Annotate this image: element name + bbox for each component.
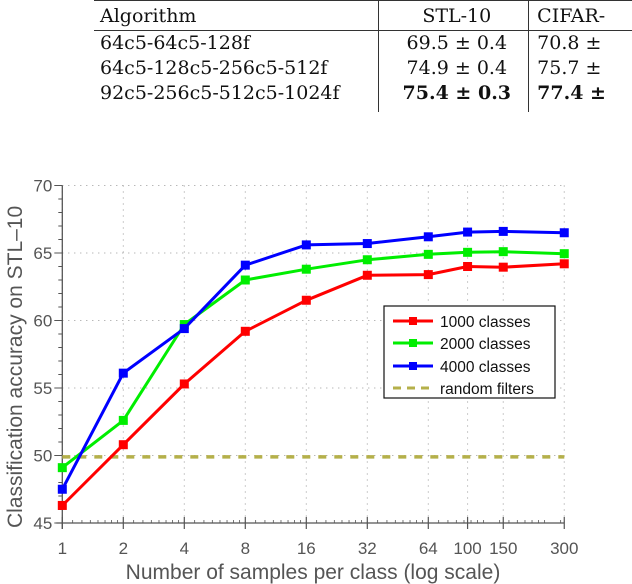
legend-item-2000-classes: 2000 classes: [393, 336, 531, 353]
x-tick-label: 1: [58, 539, 67, 558]
x-tick-label: 4: [180, 539, 189, 558]
y-axis-label: Classification accuracy on STL–10: [4, 206, 27, 528]
chart-legend: 1000 classes 2000 classes 4000 classes r…: [383, 305, 556, 399]
data-point-square-marker-icon: [301, 264, 311, 274]
table-row: 64c5-128c5-256c5-512f 74.9 ± 0.4 75.7 ±: [94, 56, 632, 81]
legend-green-square-marker-icon: [409, 339, 417, 347]
cell-stl10: 75.4 ± 0.3: [378, 81, 529, 112]
legend-blue-square-marker-icon: [409, 362, 417, 370]
data-point-square-marker-icon: [179, 324, 189, 334]
y-tick-label: 50: [33, 447, 52, 466]
data-point-square-marker-icon: [118, 440, 128, 450]
header-cifar: CIFAR-: [528, 0, 632, 31]
legend-label: 2000 classes: [440, 336, 531, 353]
cell-stl10: 69.5 ± 0.4: [378, 30, 529, 56]
legend-item-1000-classes: 1000 classes: [393, 314, 531, 331]
y-tick-label: 55: [33, 379, 52, 398]
data-point-square-marker-icon: [301, 240, 311, 250]
legend-label: 4000 classes: [440, 359, 531, 376]
cell-algorithm: 64c5-64c5-128f: [100, 32, 250, 54]
legend-red-square-marker-icon: [409, 317, 417, 325]
results-table-container: Algorithm STL-10 CIFAR- 64c5-64c5-128f 6…: [94, 0, 632, 116]
data-point-square-marker-icon: [240, 326, 250, 336]
x-tick-label: 16: [297, 539, 316, 558]
data-point-square-marker-icon: [57, 484, 67, 494]
data-point-square-marker-icon: [423, 232, 433, 242]
series-line-1000-classes: [61, 262, 565, 507]
data-point-square-marker-icon: [57, 500, 67, 510]
header-algorithm: Algorithm: [100, 4, 197, 27]
header-stl10: STL-10: [378, 0, 529, 31]
data-point-square-marker-icon: [179, 379, 189, 389]
cell-cifar: 70.8 ±: [528, 30, 632, 56]
results-table: Algorithm STL-10 CIFAR- 64c5-64c5-128f 6…: [94, 0, 632, 112]
cell-cifar: 77.4 ±: [528, 81, 632, 112]
x-tick-label: 2: [119, 539, 128, 558]
legend-label: random filters: [440, 381, 534, 398]
cell-cifar: 75.7 ±: [528, 56, 632, 81]
x-tick-label: 150: [489, 539, 517, 558]
data-point-square-marker-icon: [423, 249, 433, 259]
legend-item-4000-classes: 4000 classes: [393, 359, 531, 376]
data-series: [57, 226, 569, 510]
table-header-row: Algorithm STL-10 CIFAR-: [94, 0, 632, 31]
data-point-square-marker-icon: [57, 463, 67, 473]
cell-stl10: 74.9 ± 0.4: [378, 56, 529, 81]
y-tick-label: 65: [33, 244, 52, 263]
cell-algorithm: 64c5-128c5-256c5-512f: [100, 57, 328, 79]
cell-algorithm: 92c5-256c5-512c5-1024f: [100, 82, 340, 104]
data-point-square-marker-icon: [362, 255, 372, 265]
table-row: 64c5-64c5-128f 69.5 ± 0.4 70.8 ±: [94, 30, 632, 56]
data-point-square-marker-icon: [498, 226, 508, 236]
data-point-square-marker-icon: [423, 270, 433, 280]
data-point-square-marker-icon: [463, 247, 473, 257]
data-point-square-marker-icon: [118, 368, 128, 378]
data-point-square-marker-icon: [362, 270, 372, 280]
data-point-square-marker-icon: [301, 295, 311, 305]
x-tick-label: 32: [358, 539, 377, 558]
data-point-square-marker-icon: [498, 247, 508, 257]
data-point-square-marker-icon: [240, 260, 250, 270]
legend-item-random-filters: random filters: [393, 381, 534, 398]
series-line-4000-classes: [60, 229, 565, 490]
table-row: 92c5-256c5-512c5-1024f 75.4 ± 0.3 77.4 ±: [94, 81, 632, 112]
data-point-square-marker-icon: [498, 262, 508, 272]
x-tick-label: 300: [550, 539, 578, 558]
y-tick-label: 60: [33, 312, 52, 331]
axes: 45 50 55 60 65 70 1 2 4 8 16 32 64 100 150 300: [33, 177, 578, 559]
y-tick-label: 70: [33, 177, 52, 196]
x-axis-label: Number of samples per class (log scale): [126, 561, 501, 584]
data-point-square-marker-icon: [240, 275, 250, 285]
x-tick-label: 100: [453, 539, 481, 558]
series-line-2000-classes: [61, 250, 565, 469]
x-tick-label: 8: [241, 539, 250, 558]
data-point-square-marker-icon: [463, 262, 473, 271]
data-point-square-marker-icon: [118, 415, 128, 425]
data-point-square-marker-icon: [559, 228, 569, 238]
data-point-square-marker-icon: [559, 259, 569, 269]
data-point-square-marker-icon: [559, 249, 569, 259]
legend-label: 1000 classes: [440, 314, 531, 331]
data-point-square-marker-icon: [463, 227, 473, 237]
data-point-square-marker-icon: [362, 239, 372, 249]
y-tick-label: 45: [33, 514, 52, 533]
x-tick-label: 64: [419, 539, 438, 558]
